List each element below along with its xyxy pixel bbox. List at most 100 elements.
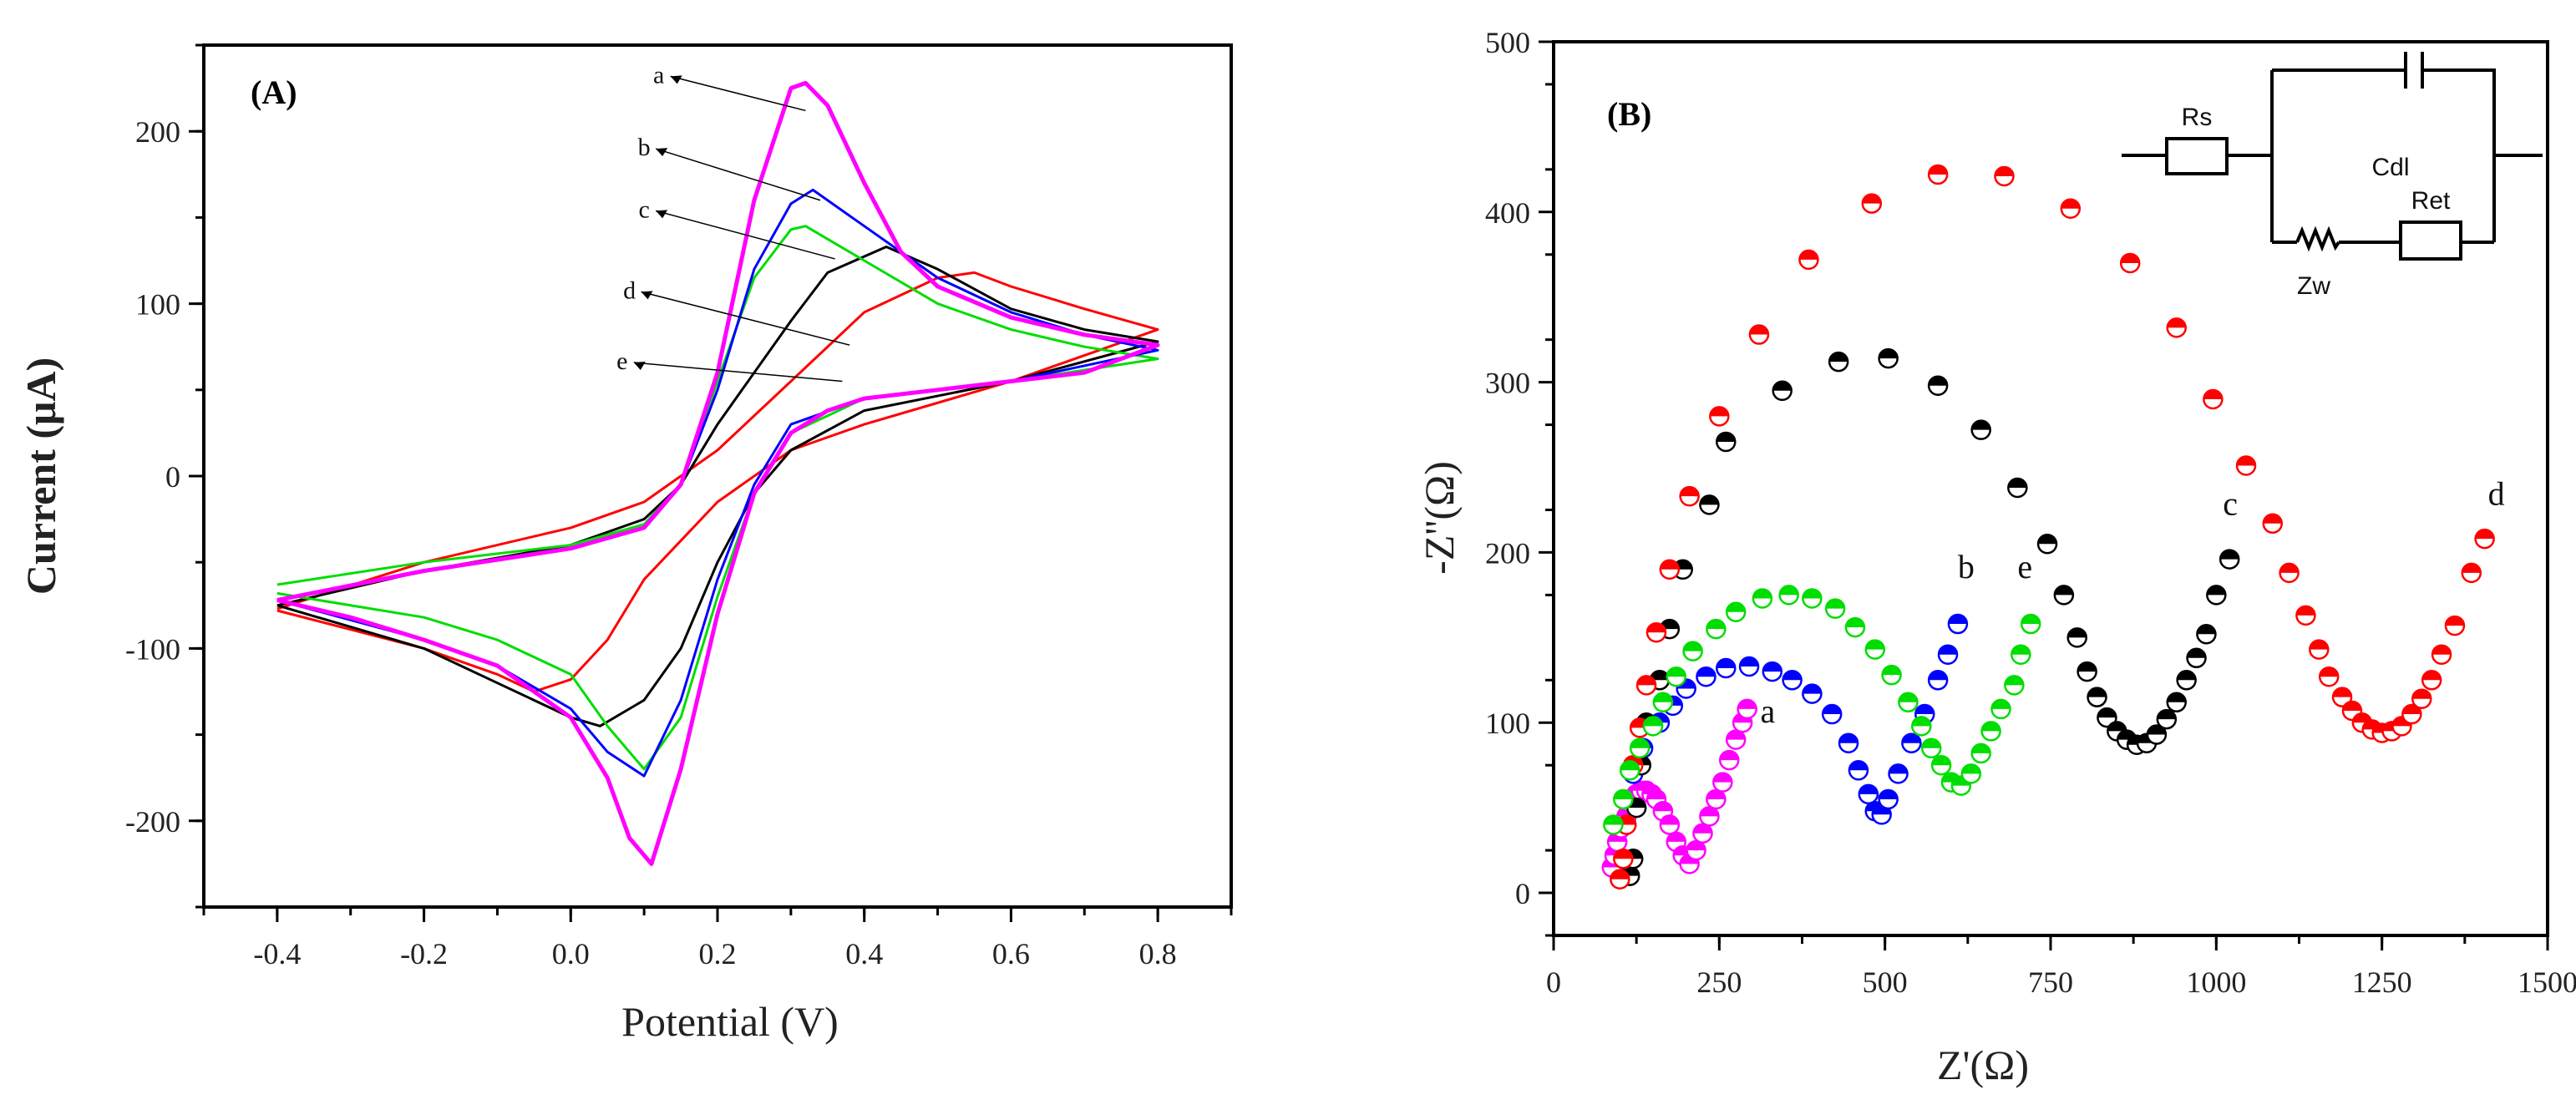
curve-label-d: d	[623, 276, 636, 304]
data-point-a	[1706, 788, 1727, 810]
arrowhead-icon	[633, 362, 646, 371]
data-point-d	[2431, 644, 2452, 665]
data-point-e	[1898, 692, 1919, 713]
y-tick-label: 0	[165, 460, 180, 494]
data-point-c	[2176, 670, 2197, 691]
annotation-arrow	[655, 148, 821, 201]
data-point-d	[2474, 528, 2495, 550]
data-point-e	[1603, 814, 1624, 835]
data-point-b	[1838, 732, 1859, 753]
data-point-d	[2203, 388, 2224, 410]
series-label-e: e	[2017, 548, 2032, 585]
data-point-b	[1937, 644, 1959, 665]
data-point-e	[1752, 588, 1773, 609]
y-tick-label: 0	[1515, 877, 1530, 910]
panel-a-curves: a b c d e	[276, 61, 1160, 866]
zw-label: Zw	[2297, 272, 2330, 300]
data-point-c	[2087, 687, 2107, 707]
data-point-b	[1782, 670, 1803, 691]
panel-a-label: (A)	[251, 73, 297, 111]
panel-a-frame	[202, 43, 1233, 909]
data-point-e	[1970, 743, 1991, 764]
arrowhead-icon	[641, 291, 653, 300]
cv-curve-c	[276, 225, 1159, 771]
data-point-c	[1970, 419, 1991, 440]
rs-label: Rs	[2182, 104, 2213, 131]
data-point-b	[1888, 763, 1909, 784]
panel-a-axes: -0.4 -0.2 0.0 0.2 0.4 0.6 0.8 -200 -100 0 100 200	[125, 43, 1233, 971]
data-point-b	[1878, 788, 1899, 810]
panel-a-cv-plot: a b c d e -0.4 -0.2 0.0 0.2 0.4 0.6 0.8 -200 -100 0 10…	[18, 43, 1233, 1045]
data-point-e	[1666, 666, 1687, 687]
data-point-e	[1911, 716, 1932, 737]
panel-a-xlabel: Potential (V)	[621, 998, 839, 1045]
data-point-a	[1699, 806, 1720, 827]
data-point-b	[1848, 760, 1869, 781]
data-point-a	[1712, 772, 1733, 793]
data-point-a	[1737, 698, 1757, 720]
panel-b-label: (B)	[1607, 95, 1651, 133]
data-point-e	[1844, 616, 1866, 638]
arrowhead-icon	[656, 148, 668, 157]
cdl-label: Cdl	[2371, 154, 2409, 181]
data-point-c	[2156, 708, 2178, 730]
data-point-d	[1613, 849, 1634, 869]
data-point-c	[1927, 375, 1949, 396]
data-point-d	[1645, 621, 1667, 643]
panel-b-points: a b c d e	[1601, 164, 2505, 890]
data-point-d	[2444, 615, 2466, 636]
data-point-c	[1659, 618, 1681, 640]
data-point-d	[2331, 687, 2353, 707]
arrowhead-icon	[670, 75, 682, 84]
data-point-e	[1802, 588, 1823, 609]
data-point-d	[2060, 198, 2082, 219]
data-point-c	[2219, 549, 2240, 570]
curve-label-e: e	[616, 347, 627, 375]
x-tick-label: 0.4	[845, 937, 883, 971]
annotation-arrow	[641, 291, 850, 346]
data-point-d	[2295, 605, 2316, 626]
data-point-d	[1748, 324, 1770, 345]
data-point-d	[2262, 513, 2284, 535]
data-point-d	[1709, 406, 1730, 427]
data-point-b	[1716, 657, 1737, 679]
data-point-c	[2196, 624, 2217, 645]
data-point-c	[1828, 351, 1849, 373]
data-point-e	[1824, 598, 1846, 619]
x-tick-label: -0.4	[253, 937, 301, 971]
data-point-c	[1878, 347, 1899, 369]
series-label-a: a	[1761, 692, 1776, 730]
data-point-e	[1960, 763, 1982, 784]
data-point-d	[2309, 639, 2330, 660]
curve-label-c: c	[638, 195, 649, 223]
data-point-c	[1772, 380, 1793, 402]
data-point-a	[1692, 823, 1713, 844]
x-tick-label: 0	[1546, 966, 1561, 999]
data-point-d	[2421, 670, 2442, 691]
data-point-d	[2411, 688, 2432, 709]
y-tick-label: 200	[135, 115, 180, 149]
cv-curve-e	[276, 271, 1159, 693]
cv-curve-a	[276, 80, 1160, 866]
equivalent-circuit-inset	[2122, 52, 2543, 261]
y-tick-label: 500	[1485, 26, 1530, 59]
x-tick-label: 250	[1696, 966, 1742, 999]
data-point-b	[1696, 666, 1716, 687]
data-point-e	[1864, 639, 1886, 660]
data-point-d	[2166, 317, 2187, 338]
annotation-arrow	[670, 75, 806, 112]
x-tick-label: 1500	[2518, 966, 2576, 999]
y-tick-label: -200	[125, 805, 180, 839]
data-point-e	[1706, 618, 1727, 640]
panel-b-axes: 0 250 500 750 1000 1250 1500 0 100 200 300 400 500	[1485, 26, 2576, 999]
data-point-c	[2097, 707, 2117, 728]
data-point-d	[2119, 252, 2141, 274]
data-point-e	[2011, 644, 2031, 665]
cv-curve-d	[276, 246, 1159, 727]
data-point-c	[1699, 494, 1720, 515]
data-point-e	[1990, 698, 2011, 720]
data-point-b	[1762, 661, 1783, 682]
y-tick-label: 100	[135, 288, 180, 322]
data-point-e	[1930, 754, 1952, 776]
